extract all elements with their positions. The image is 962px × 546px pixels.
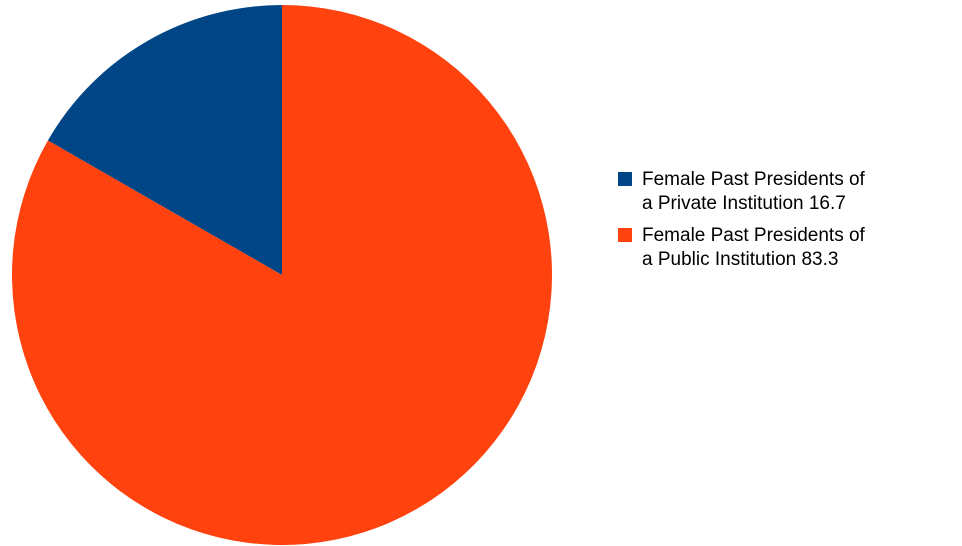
legend-label-public-line-2: a Public Institution 83.3 <box>642 249 839 270</box>
legend-label-private-line-2: a Private Institution 16.7 <box>642 193 846 214</box>
pie-slice-private <box>47 5 282 275</box>
legend-swatch-public <box>618 228 632 242</box>
chart-legend: Female Past Presidents of a Private Inst… <box>618 168 958 280</box>
legend-label-private-line-1: Female Past Presidents of <box>642 169 865 190</box>
legend-label-public-line-1: Female Past Presidents of <box>642 225 865 246</box>
legend-swatch-private <box>618 172 632 186</box>
legend-item-public: Female Past Presidents of a Public Insti… <box>618 224 958 272</box>
pie-slice-public <box>11 5 552 545</box>
legend-item-private: Female Past Presidents of a Private Inst… <box>618 168 958 216</box>
